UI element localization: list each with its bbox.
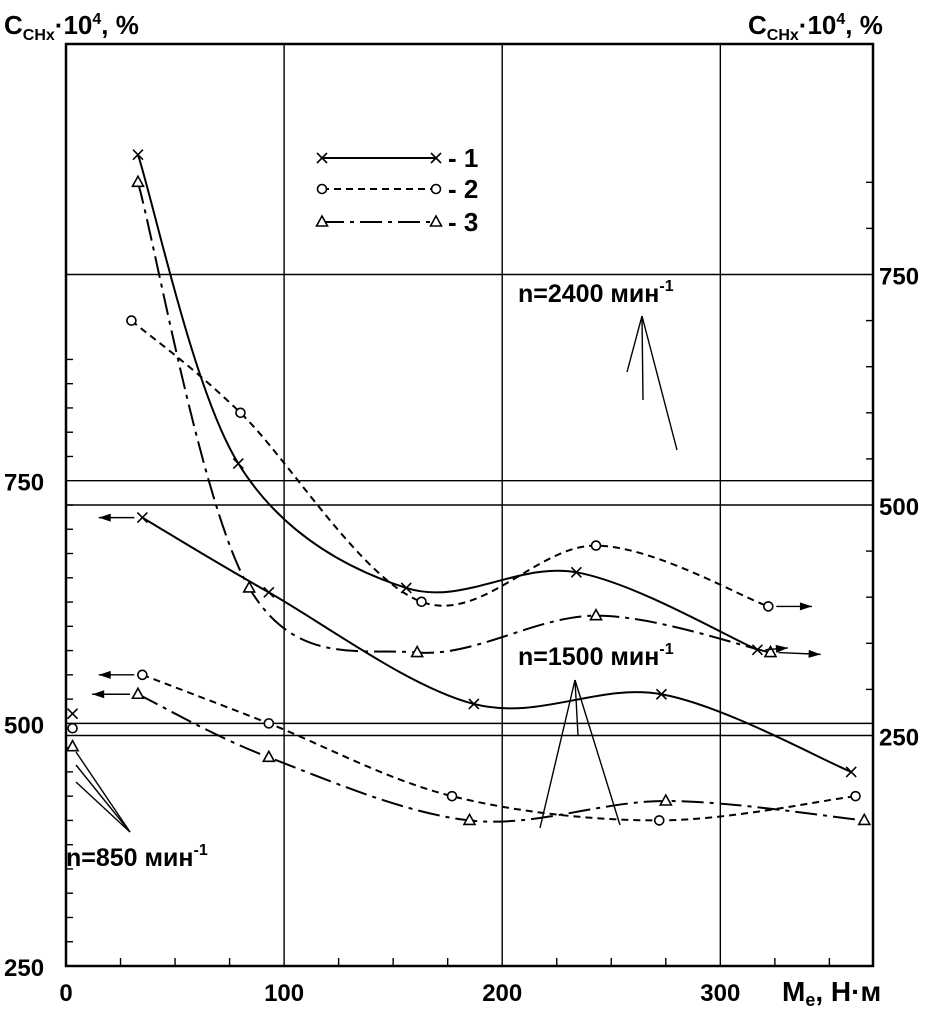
curve-n2400-3	[137, 182, 771, 654]
point-n2400-3-1	[242, 580, 257, 593]
point-n1500-2-2	[446, 790, 458, 802]
point-n1500-2-4	[850, 790, 861, 802]
leader-n2400-3	[641, 315, 678, 451]
point-n1500-2-1	[263, 718, 275, 729]
arrow-n2400-1	[765, 644, 788, 653]
curve-n1500-3	[137, 693, 865, 823]
legend-marker-1-b	[430, 152, 442, 164]
point-n1500-3-4	[857, 812, 872, 826]
grid	[64, 42, 875, 968]
point-n1500-1-0	[136, 512, 148, 524]
point-n2400-3-0	[131, 174, 145, 188]
leader-n1500-1	[574, 679, 579, 736]
point-n2400-2-2	[416, 596, 427, 608]
point-n1500-1-4	[845, 766, 857, 778]
left-axis-title: CCHx·104, %	[4, 10, 139, 44]
leader-n1500-2	[539, 679, 576, 829]
point-n1500-1-1	[263, 586, 275, 598]
x-tick-label-0: 0	[59, 980, 72, 1007]
curves	[130, 154, 865, 823]
legend-marker-3-a	[315, 214, 329, 227]
leader-n1500-3	[574, 679, 621, 826]
annotation-n850: n=850 мин-1	[66, 842, 208, 872]
axis-ticks: 0 100 200 300 250 500 750 250 500 750	[4, 181, 919, 1007]
legend-entry-1: - 1	[316, 143, 478, 173]
arrow-n1500-3	[92, 690, 130, 699]
leader-n850-3	[75, 781, 131, 833]
legend-marker-3-b	[429, 214, 443, 227]
point-n850-2-0	[67, 722, 78, 734]
point-n2400-2-4	[763, 601, 774, 612]
x-axis-label: Me, Н·м	[782, 976, 881, 1009]
point-n1500-3-2	[462, 812, 477, 826]
arrow-n2400-2	[776, 602, 812, 611]
right-y-tick-label-250: 250	[879, 725, 919, 752]
point-n850-1-0	[66, 708, 79, 720]
leader-n2400-1	[641, 315, 644, 401]
arrow-n2400-3	[778, 649, 821, 658]
point-n2400-1-4	[751, 644, 763, 656]
point-n2400-2-3	[590, 540, 602, 551]
legend: - 1- 2- 3	[315, 143, 478, 237]
point-n1500-3-0	[131, 686, 145, 700]
point-n2400-3-4	[763, 644, 778, 658]
markers	[65, 149, 872, 826]
point-n2400-2-1	[235, 407, 246, 419]
point-n850-3-0	[65, 739, 80, 752]
curve-n2400-2	[130, 319, 769, 608]
left-y-tick-label-500: 500	[4, 712, 44, 739]
point-n2400-2-0	[126, 315, 137, 326]
point-n2400-3-3	[589, 607, 603, 621]
point-n1500-3-3	[658, 793, 673, 806]
left-y-tick-label-750: 750	[4, 470, 44, 497]
legend-label-3: - 3	[448, 207, 478, 237]
curve-n1500-2	[141, 673, 856, 822]
leader-n850-1	[75, 751, 131, 833]
leader-n850-2	[75, 764, 131, 833]
point-n2400-3-2	[410, 644, 425, 658]
point-n1500-3-1	[261, 749, 276, 763]
legend-marker-2-a	[316, 183, 328, 195]
legend-entry-3: - 3	[315, 207, 478, 237]
point-n2400-1-3	[570, 566, 582, 578]
legend-entry-2: - 2	[316, 174, 478, 204]
legend-marker-2-b	[430, 183, 442, 195]
x-tick-label-300: 300	[700, 980, 740, 1007]
point-n2400-1-0	[132, 149, 144, 161]
legend-marker-1-a	[316, 152, 328, 164]
point-n1500-2-0	[137, 669, 148, 681]
annotation-leaders	[75, 315, 821, 833]
arrow-n1500-2	[98, 670, 135, 679]
point-n1500-2-3	[653, 815, 665, 826]
point-n2400-1-1	[232, 457, 244, 470]
leader-n2400-2	[626, 315, 643, 373]
right-y-tick-label-750: 750	[879, 264, 919, 291]
point-n1500-1-2	[468, 698, 480, 710]
arrow-n1500-1	[98, 513, 135, 522]
legend-label-1: - 1	[448, 143, 478, 173]
x-tick-label-100: 100	[264, 980, 304, 1007]
right-axis-title: CCHx·104, %	[748, 10, 883, 44]
curve-n2400-1	[137, 154, 758, 651]
right-y-tick-label-500: 500	[879, 494, 919, 521]
x-tick-label-200: 200	[482, 980, 522, 1007]
legend-label-2: - 2	[448, 174, 478, 204]
annotation-n1500: n=1500 мин-1	[518, 641, 674, 671]
point-n2400-1-2	[400, 582, 412, 594]
point-n1500-1-3	[655, 688, 668, 700]
left-y-tick-label-250: 250	[4, 955, 44, 982]
annotation-n2400: n=2400 мин-1	[518, 278, 674, 308]
